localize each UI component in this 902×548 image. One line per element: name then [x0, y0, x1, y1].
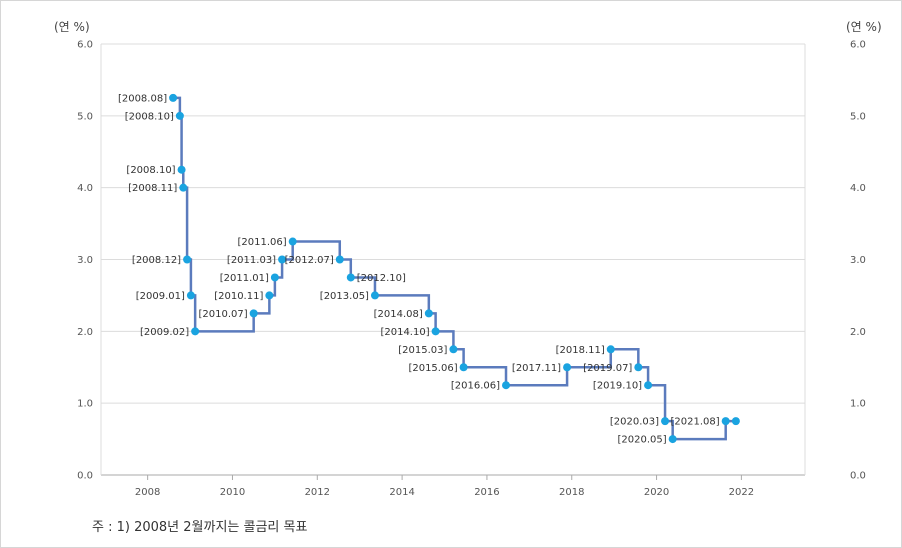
data-label: [2018.11]: [556, 345, 605, 356]
data-label: [2021.08]: [671, 417, 720, 428]
data-point: [288, 237, 297, 246]
data-point: [177, 165, 186, 174]
y-tick-label-right: 4.0: [850, 183, 866, 194]
left-axis-unit: (연 %): [54, 20, 90, 34]
data-label: [2008.11]: [128, 183, 177, 194]
y-tick-label-left: 0.0: [77, 471, 93, 482]
y-tick-label-left: 4.0: [77, 183, 93, 194]
data-point: [265, 291, 274, 300]
data-label: [2020.05]: [618, 435, 667, 446]
y-tick-label-right: 3.0: [850, 255, 866, 266]
data-label: [2010.11]: [214, 291, 263, 302]
data-point: [370, 291, 379, 300]
x-axis: 2008 2010 2012 2014 2016 2018 2020 2022: [135, 475, 754, 498]
data-point: [563, 363, 572, 372]
data-point: [668, 435, 677, 444]
x-tick-label: 2016: [474, 487, 499, 498]
data-label: [2017.11]: [512, 363, 561, 374]
data-point: [459, 363, 468, 372]
data-point: [335, 255, 344, 264]
data-point: [278, 255, 287, 264]
data-label: [2011.01]: [220, 273, 269, 284]
data-point: [270, 273, 279, 282]
data-label: [2012.10]: [357, 273, 406, 284]
data-label: [2013.05]: [320, 291, 369, 302]
data-point: [169, 93, 178, 102]
data-label: [2010.07]: [199, 309, 248, 320]
data-label: [2020.03]: [610, 417, 659, 428]
data-label: [2008.12]: [132, 255, 181, 266]
data-point: [449, 345, 458, 354]
data-label: [2009.01]: [136, 291, 185, 302]
y-tick-label-right: 1.0: [850, 399, 866, 410]
data-point: [424, 309, 433, 318]
right-axis-unit: (연 %): [846, 20, 882, 34]
y-axis-left: 0.0 1.0 2.0 3.0 4.0 5.0 6.0: [77, 40, 93, 482]
y-tick-label-left: 1.0: [77, 399, 93, 410]
y-axis-right: 0.0 1.0 2.0 3.0 4.0 5.0 6.0: [850, 40, 866, 482]
data-point: [644, 381, 653, 390]
series-base-rate: [2008.08] [2008.10] [2008.10] [2008.11] [200…: [118, 93, 740, 446]
data-point: [431, 327, 440, 336]
data-point: [634, 363, 643, 372]
data-label: [2014.08]: [374, 309, 423, 320]
y-tick-label-left: 2.0: [77, 327, 93, 338]
x-tick-label: 2008: [135, 487, 160, 498]
data-label: [2008.08]: [118, 93, 167, 104]
data-point: [606, 345, 615, 354]
data-point: [249, 309, 258, 318]
y-tick-label-right: 6.0: [850, 40, 866, 51]
x-tick-label: 2020: [644, 487, 669, 498]
x-tick-label: 2014: [389, 487, 414, 498]
data-label: [2015.06]: [408, 363, 457, 374]
footnote: 주 : 1) 2008년 2월까지는 콜금리 목표: [92, 520, 308, 535]
data-label: [2019.07]: [583, 363, 632, 374]
data-label: [2012.07]: [285, 255, 334, 266]
data-label: [2009.02]: [140, 327, 189, 338]
data-point: [183, 255, 192, 264]
data-point: [346, 273, 355, 282]
x-tick-label: 2022: [729, 487, 754, 498]
y-tick-label-left: 5.0: [77, 111, 93, 122]
x-tick-label: 2018: [559, 487, 584, 498]
data-point: [179, 183, 188, 192]
data-label: [2014.10]: [380, 327, 429, 338]
data-label: [2008.10]: [126, 165, 175, 176]
y-tick-label-left: 3.0: [77, 255, 93, 266]
data-point: [502, 381, 511, 390]
x-tick-label: 2012: [305, 487, 330, 498]
data-point: [731, 417, 740, 426]
data-point: [661, 417, 670, 426]
data-point: [191, 327, 200, 336]
data-label: [2019.10]: [593, 381, 642, 392]
y-tick-label-right: 5.0: [850, 111, 866, 122]
gridlines: [100, 43, 806, 476]
data-point: [186, 291, 195, 300]
y-tick-label-right: 2.0: [850, 327, 866, 338]
data-label: [2011.03]: [227, 255, 276, 266]
data-point: [175, 111, 184, 120]
x-tick-label: 2010: [220, 487, 245, 498]
data-point: [721, 417, 730, 426]
data-label: [2016.06]: [451, 381, 500, 392]
data-label: [2011.06]: [238, 237, 287, 248]
y-tick-label-left: 6.0: [77, 40, 93, 51]
data-label: [2015.03]: [398, 345, 447, 356]
y-tick-label-right: 0.0: [850, 471, 866, 482]
data-label: [2008.10]: [125, 111, 174, 122]
